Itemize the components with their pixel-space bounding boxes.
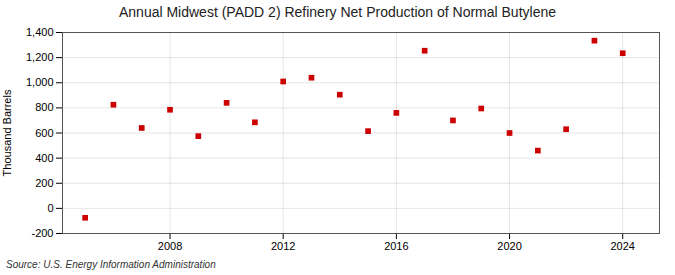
svg-text:2012: 2012 bbox=[271, 240, 295, 252]
svg-text:400: 400 bbox=[35, 152, 53, 164]
svg-text:-200: -200 bbox=[31, 227, 53, 239]
svg-text:2024: 2024 bbox=[610, 240, 634, 252]
svg-text:0: 0 bbox=[47, 202, 53, 214]
html-text:Source: U.S. Energy Informatio: Source: U.S. Energy Information Administ… bbox=[6, 259, 216, 270]
html-text:Annual Midwest (PADD 2) Refine: Annual Midwest (PADD 2) Refinery Net Pro… bbox=[119, 4, 556, 20]
svg-text:200: 200 bbox=[35, 177, 53, 189]
svg-text:1,200: 1,200 bbox=[26, 51, 54, 63]
svg-text:2020: 2020 bbox=[497, 240, 521, 252]
svg-text:2016: 2016 bbox=[384, 240, 408, 252]
svg-text:Thousand Barrels: Thousand Barrels bbox=[1, 89, 13, 176]
svg-text:1,000: 1,000 bbox=[26, 76, 54, 88]
svg-text:2008: 2008 bbox=[158, 240, 182, 252]
svg-text:600: 600 bbox=[35, 127, 53, 139]
svg-text:800: 800 bbox=[35, 101, 53, 113]
svg-text:1,400: 1,400 bbox=[26, 26, 54, 38]
